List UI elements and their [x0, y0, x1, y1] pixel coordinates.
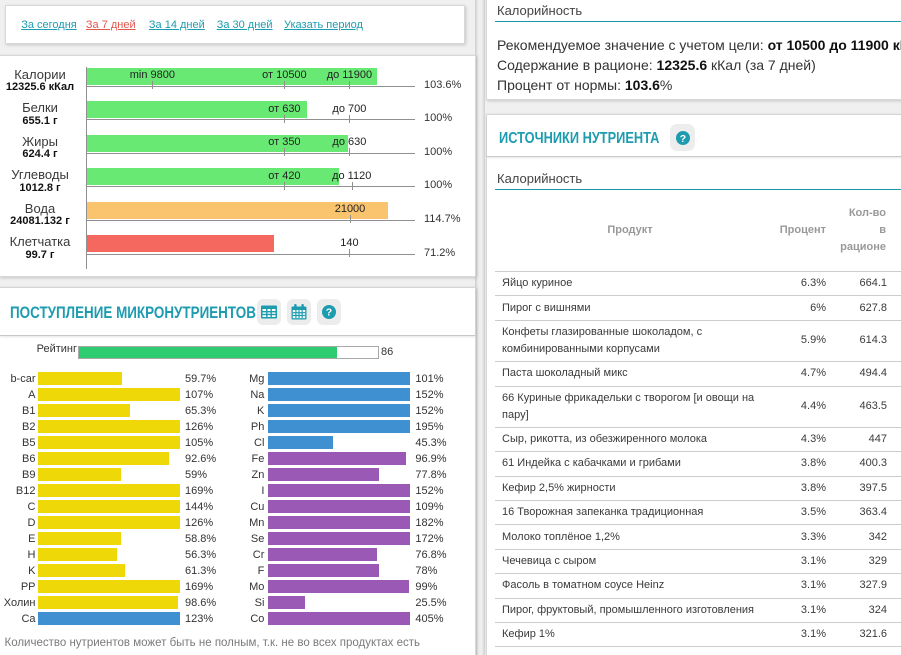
- svg-text:?: ?: [326, 307, 332, 319]
- svg-text:?: ?: [679, 132, 685, 144]
